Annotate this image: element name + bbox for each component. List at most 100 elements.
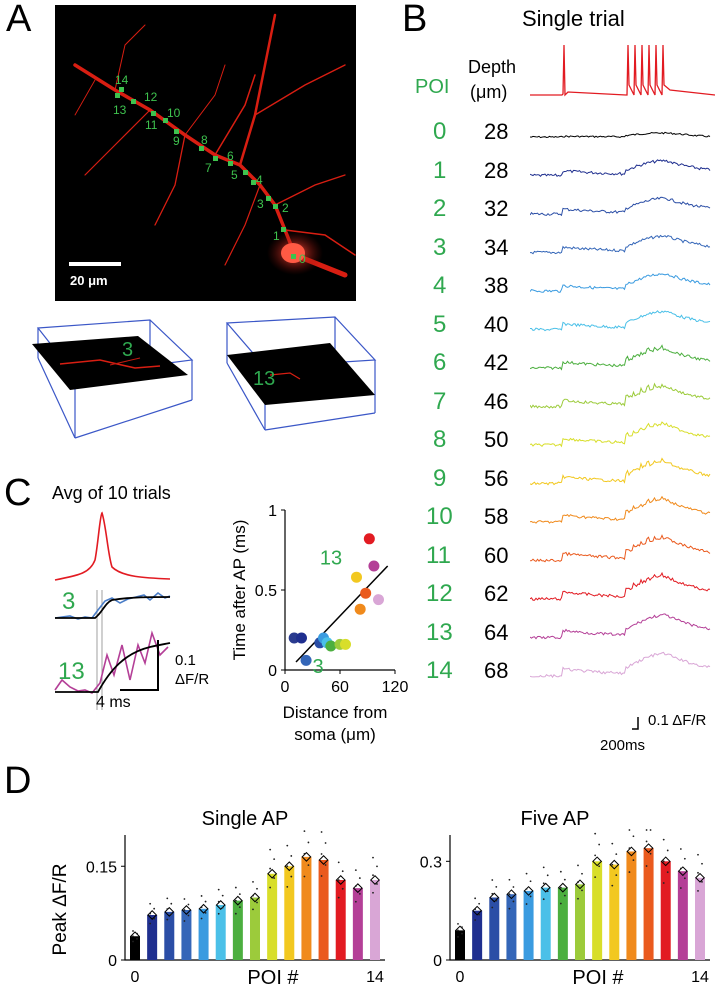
img-poi-6: 6 [227,149,234,163]
bar-dot-0-5 [221,894,224,897]
bar-mean-0-10 [301,851,312,862]
bar-dot-1-12 [662,860,665,863]
bar-dot-0-8 [269,886,272,889]
bar-dot-1-14 [697,853,699,856]
ap-trace [530,44,715,97]
bar-dot-1-5 [542,866,545,869]
poi-label-14: 14 [426,657,453,684]
bar-dot-1-4 [529,880,532,883]
bar-dot-0-4 [200,906,203,909]
bar-mean-0-8 [267,868,278,879]
panel-label-c: C [4,472,32,514]
bar-0-poi-8 [267,873,278,960]
bar-dot-0-9 [286,865,289,868]
bar-dot-0-13 [358,892,361,895]
bar-dot-0-0 [132,935,134,938]
bar-dot-0-6 [234,912,237,915]
poi-label-0: 0 [433,118,447,145]
bar-mean-1-9 [609,859,620,870]
bar-dot-0-14 [376,865,378,868]
poi-header: POI [415,76,450,98]
bar-dot-0-14 [372,856,374,859]
depth-value-5: 40 [484,311,509,337]
avg-traces [54,511,171,710]
bar-dot-1-11 [645,865,648,867]
depth-value-4: 38 [484,273,509,298]
bar-0-poi-3 [181,910,192,960]
bar-mean-1-0 [455,925,465,936]
poi-label-7: 7 [433,387,447,415]
bar-dot-1-1 [474,919,477,921]
bar-ytick-label-0-0: 0 [108,953,117,970]
bar-dot-0-13 [354,869,357,872]
bar-0-poi-2 [164,911,175,960]
scatter-xlabel-line2: soma (μm) [294,725,376,744]
bar-dot-0-9 [286,844,289,847]
scale-bar [69,262,121,266]
neuron-image-svg: 0 1 2 3 4 5 6 7 8 9 10 11 12 13 14 20 μm [69,13,356,288]
bar-dot-0-3 [183,898,186,900]
bar-dot-0-9 [286,885,289,888]
bar-0-poi-12 [335,880,346,960]
bar-xtick-0-0: 0 [131,969,140,986]
bar-dot-0-2 [166,908,169,910]
bar-dot-1-1 [478,913,481,916]
bar-dot-1-11 [649,829,652,831]
bar-dot-0-12 [341,887,344,890]
bar-dot-0-1 [149,912,152,915]
poi-label-12: 12 [426,580,453,607]
bar-1-poi-7 [575,884,585,960]
bar-dot-0-14 [372,874,374,877]
bar-dot-1-4 [525,887,528,890]
poi-label-9: 9 [433,464,447,492]
bar-dot-0-13 [354,900,357,903]
img-poi-13: 13 [113,103,127,117]
panel-c-label-3: 3 [62,588,76,615]
bar-dot-0-0 [132,940,134,943]
scale-bar-label: 20 μm [70,273,108,288]
bar-xtick-0-1: 0 [456,969,465,986]
trace-poi-12 [530,571,711,601]
bar-0-poi-7 [250,897,260,960]
bar-dot-1-9 [615,853,618,856]
trace-poi-8 [530,421,711,448]
bar-dot-0-11 [320,875,323,877]
poi-image-labels: 0 1 2 3 4 5 6 7 8 9 10 11 12 13 14 [113,73,306,266]
bar-0-poi-1 [147,915,158,960]
bar-dot-1-11 [649,852,652,855]
bar-dot-0-3 [187,914,190,917]
bar-dot-1-14 [697,871,699,874]
depth-value-8: 50 [484,427,509,452]
bar-1-poi-4 [523,890,534,960]
bar-dot-0-5 [217,900,220,903]
bar-dot-0-3 [183,909,186,911]
depth-value-3: 34 [484,234,509,260]
bar-dot-1-14 [701,862,703,865]
bar-dot-0-1 [149,902,152,905]
bar-dot-1-9 [611,884,614,887]
panel-b-scale-x: 200ms [600,737,646,754]
poi-label-1: 1 [433,156,447,184]
bar-dot-1-2 [495,899,498,902]
bar-dot-1-7 [577,881,579,883]
depth-header: Depth [468,57,517,77]
scatter-chart: 0 0.5 1 0 60 120 Time after AP (ms) Distance fr… [230,503,409,744]
depth-value-0: 28 [484,119,509,144]
bar-mean-1-2 [489,892,500,903]
calcium-traces [530,131,711,679]
bar-0-poi-9 [284,866,295,960]
bar-dot-0-1 [153,907,156,910]
scatter-xtick-label-120: 120 [382,679,409,696]
bar-dot-1-6 [559,902,562,905]
bar-dot-0-9 [290,855,293,857]
depth-value-9: 56 [484,465,509,491]
panel-c-scale-y2: ΔF/R [175,671,210,688]
bar-1-poi-10 [626,851,637,960]
img-poi-5: 5 [231,168,238,182]
img-poi-2: 2 [282,201,289,215]
bar-0-poi-10 [301,856,312,960]
bar-mean-0-12 [335,875,346,885]
depth-value-13: 64 [484,619,509,645]
bar-dot-0-3 [187,903,190,906]
scatter-fit-line [295,565,389,663]
